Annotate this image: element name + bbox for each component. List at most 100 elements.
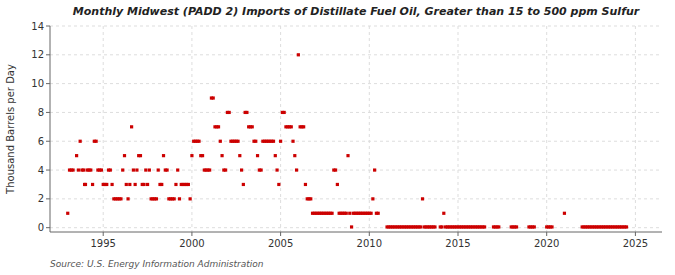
- y-tick-label: 0: [38, 222, 44, 233]
- y-tick: [46, 112, 50, 113]
- point: [279, 140, 282, 143]
- point: [297, 53, 300, 56]
- point: [130, 125, 133, 128]
- x-tick: [458, 232, 459, 236]
- point: [219, 140, 222, 143]
- point: [217, 125, 220, 128]
- point: [625, 225, 628, 228]
- point: [550, 225, 553, 228]
- chart: 024681012141995200020052010201520202025M…: [0, 0, 675, 275]
- grid-line-y: [50, 227, 662, 228]
- point: [563, 212, 566, 215]
- point: [187, 183, 190, 186]
- point: [89, 168, 92, 171]
- title: Monthly Midwest (PADD 2) Imports of Dist…: [73, 5, 640, 18]
- grid-line-x: [103, 26, 104, 232]
- x-tick-label: 2000: [179, 238, 204, 249]
- point: [497, 225, 500, 228]
- point: [277, 183, 280, 186]
- point: [334, 168, 337, 171]
- point: [197, 140, 200, 143]
- point: [121, 168, 124, 171]
- point: [245, 111, 248, 114]
- point: [128, 183, 131, 186]
- point: [75, 154, 78, 157]
- y-tick: [46, 170, 50, 171]
- point: [419, 225, 422, 228]
- grid-line-x: [546, 26, 547, 232]
- point: [345, 212, 348, 215]
- point: [176, 168, 179, 171]
- point: [201, 154, 204, 157]
- point: [256, 154, 259, 157]
- point: [377, 212, 380, 215]
- point: [91, 183, 94, 186]
- x-tick-label: 1995: [90, 238, 115, 249]
- point: [142, 183, 145, 186]
- point: [126, 197, 129, 200]
- x-tick-label: 2010: [357, 238, 382, 249]
- point: [66, 212, 69, 215]
- point: [371, 197, 374, 200]
- y-tick: [46, 141, 50, 142]
- point: [291, 140, 294, 143]
- point: [440, 225, 443, 228]
- point: [336, 183, 339, 186]
- point: [272, 140, 275, 143]
- point: [515, 225, 518, 228]
- point: [240, 168, 243, 171]
- point: [302, 125, 305, 128]
- point: [290, 125, 293, 128]
- y-tick-label: 6: [38, 136, 44, 147]
- point: [134, 183, 137, 186]
- point: [330, 212, 333, 215]
- point: [236, 140, 239, 143]
- point: [483, 225, 486, 228]
- point: [83, 183, 86, 186]
- x-tick-label: 2025: [623, 238, 648, 249]
- grid-line-y: [50, 54, 662, 55]
- y-tick: [46, 227, 50, 228]
- point: [295, 168, 298, 171]
- grid-line-y: [50, 170, 662, 171]
- point: [304, 183, 307, 186]
- x-tick-label: 2015: [445, 238, 470, 249]
- point: [533, 225, 536, 228]
- point: [212, 96, 215, 99]
- point: [178, 197, 181, 200]
- point: [119, 197, 122, 200]
- grid-line-y: [50, 83, 662, 84]
- point: [100, 168, 103, 171]
- point: [283, 111, 286, 114]
- y-tick-label: 12: [31, 49, 44, 60]
- grid-line-x: [369, 26, 370, 232]
- point: [173, 197, 176, 200]
- grid-line-y: [50, 198, 662, 199]
- point: [95, 140, 98, 143]
- point: [189, 197, 192, 200]
- point: [160, 183, 163, 186]
- x-tick: [191, 232, 192, 236]
- point: [421, 197, 424, 200]
- point: [155, 197, 158, 200]
- point: [84, 183, 87, 186]
- x-tick: [103, 232, 104, 236]
- point: [220, 154, 223, 157]
- point: [259, 168, 262, 171]
- points: [66, 53, 628, 228]
- y-tick-label: 2: [38, 193, 44, 204]
- point: [135, 168, 138, 171]
- y-tick: [46, 54, 50, 55]
- point: [274, 154, 277, 157]
- y-tick-label: 14: [31, 21, 44, 32]
- point: [125, 183, 128, 186]
- point: [146, 183, 149, 186]
- point: [162, 154, 165, 157]
- point: [275, 168, 278, 171]
- point: [148, 168, 151, 171]
- y-tick-label: 4: [38, 165, 44, 176]
- point: [105, 183, 108, 186]
- grid-line-x: [458, 26, 459, 232]
- point: [309, 197, 312, 200]
- point: [442, 212, 445, 215]
